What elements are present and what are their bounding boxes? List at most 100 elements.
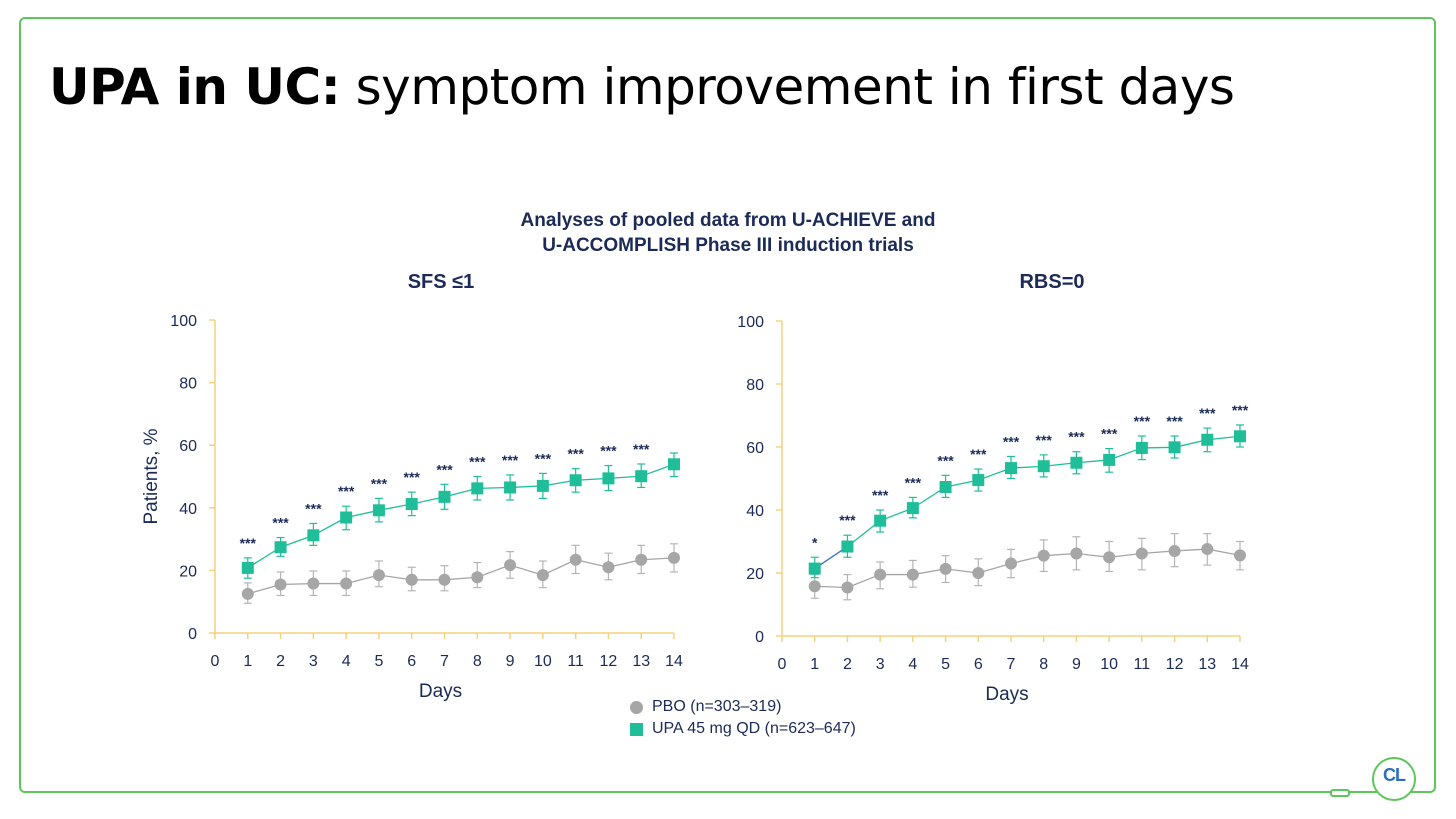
data-point-pbo	[906, 568, 919, 581]
series-upa	[241, 452, 680, 579]
data-point-upa	[1201, 433, 1214, 446]
x-tick-label: 3	[876, 656, 885, 673]
data-point-pbo	[241, 587, 254, 600]
significance-label: ***	[937, 452, 954, 468]
slide-title: UPA in UC: symptom improvement in first …	[49, 58, 1235, 116]
x-tick-label: 12	[600, 653, 618, 670]
data-point-pbo	[1135, 547, 1148, 560]
data-point-pbo	[569, 553, 582, 566]
cl-logo-icon: CL	[1372, 757, 1416, 801]
data-point-pbo	[504, 559, 517, 572]
x-tick-label: 9	[506, 653, 515, 670]
x-tick-label: 3	[309, 653, 318, 670]
y-tick-label: 60	[746, 440, 764, 457]
significance-label: ***	[272, 515, 289, 531]
data-point-upa	[635, 470, 648, 483]
data-point-pbo	[340, 577, 353, 590]
significance-label: ***	[1166, 413, 1183, 429]
panel-title-sfs: SFS ≤1	[407, 271, 475, 293]
x-tick-label: 4	[342, 653, 351, 670]
data-point-upa	[504, 481, 517, 494]
data-point-pbo	[1234, 549, 1246, 562]
data-point-pbo	[1201, 543, 1214, 556]
x-tick-label: 14	[1231, 656, 1249, 673]
data-point-upa	[874, 514, 887, 527]
y-tick-label: 80	[746, 377, 764, 394]
x-tick-label: 7	[1007, 656, 1016, 673]
x-tick-label: 8	[1039, 656, 1048, 673]
x-tick-label: 10	[1100, 656, 1118, 673]
chart-subtitle-line1: Analyses of pooled data from U-ACHIEVE a…	[520, 210, 936, 231]
significance-label: ***	[338, 483, 355, 499]
y-tick-label: 40	[746, 503, 764, 520]
data-point-pbo	[874, 568, 887, 581]
y-tick-label: 0	[188, 626, 197, 643]
x-axis-label: Days	[985, 684, 1028, 705]
x-tick-label: 0	[211, 653, 220, 670]
data-point-pbo	[668, 551, 680, 564]
data-point-upa	[307, 529, 320, 542]
data-point-pbo	[808, 580, 821, 593]
significance-label: ***	[240, 535, 257, 551]
data-point-upa	[569, 474, 582, 487]
data-point-upa	[274, 541, 287, 554]
data-point-upa	[1103, 453, 1116, 466]
data-point-pbo	[1037, 549, 1050, 562]
legend-upa-label: UPA 45 mg QD (n=623–647)	[652, 720, 856, 737]
data-point-upa	[1070, 456, 1083, 469]
legend-pbo-label: PBO (n=303–319)	[652, 698, 782, 715]
x-tick-label: 6	[407, 653, 416, 670]
x-tick-label: 7	[440, 653, 449, 670]
significance-label: *	[812, 534, 818, 550]
x-tick-label: 8	[473, 653, 482, 670]
data-point-upa	[1135, 441, 1148, 454]
significance-label: ***	[1003, 433, 1020, 449]
data-point-pbo	[1168, 544, 1181, 557]
data-point-upa	[841, 540, 854, 553]
y-tick-label: 100	[737, 314, 764, 331]
y-tick-label: 0	[755, 629, 764, 646]
series-pbo	[241, 543, 680, 604]
significance-label: ***	[1199, 405, 1216, 421]
significance-label: ***	[970, 446, 987, 462]
significance-label: ***	[905, 474, 922, 490]
x-tick-label: 14	[665, 653, 683, 670]
x-tick-label: 12	[1166, 656, 1184, 673]
significance-label: ***	[1101, 426, 1118, 442]
significance-label: ***	[305, 500, 322, 516]
x-tick-label: 2	[843, 656, 852, 673]
significance-label: ***	[1068, 429, 1085, 445]
significance-label: ***	[502, 452, 519, 468]
significance-label: ***	[1134, 413, 1151, 429]
x-tick-label: 5	[941, 656, 950, 673]
data-point-pbo	[471, 571, 484, 584]
data-point-upa	[438, 490, 451, 503]
chart-subtitle-line2: U-ACCOMPLISH Phase III induction trials	[542, 235, 914, 256]
significance-label: ***	[469, 454, 486, 470]
data-point-pbo	[372, 569, 385, 582]
data-point-pbo	[939, 562, 952, 575]
x-tick-label: 10	[534, 653, 552, 670]
data-point-upa	[906, 502, 919, 515]
significance-label: ***	[1232, 402, 1249, 418]
data-point-pbo	[438, 573, 451, 586]
data-point-upa	[405, 498, 418, 511]
logo-plug-icon	[1330, 789, 1350, 797]
data-point-pbo	[536, 569, 549, 582]
y-tick-label: 20	[746, 566, 764, 583]
significance-label: ***	[567, 446, 584, 462]
data-point-pbo	[635, 553, 648, 566]
significance-label: ***	[1036, 432, 1053, 448]
data-point-upa	[808, 562, 821, 575]
y-tick-label: 80	[179, 376, 197, 393]
data-point-pbo	[307, 577, 320, 590]
series-pbo	[808, 533, 1246, 601]
data-point-pbo	[274, 578, 287, 591]
data-point-pbo	[841, 581, 854, 594]
legend-pbo-marker-icon	[630, 700, 643, 714]
x-tick-label: 13	[1198, 656, 1216, 673]
significance-label: ***	[872, 487, 889, 503]
data-point-upa	[372, 504, 385, 517]
data-point-pbo	[602, 561, 615, 574]
